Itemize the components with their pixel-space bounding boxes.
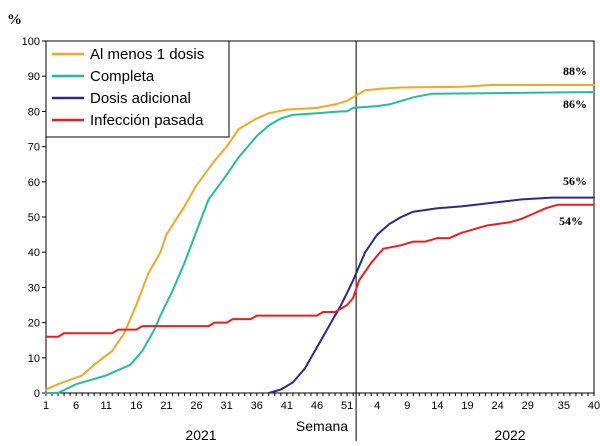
x-tick-label: 46: [311, 400, 323, 412]
y-tick-label: 90: [28, 71, 40, 83]
y-tick-label: 30: [28, 282, 40, 294]
legend-label: Completa: [90, 68, 155, 85]
x-tick-label: 51: [341, 400, 353, 412]
x-tick-label: 36: [251, 400, 263, 412]
end-value-label: 86%: [563, 97, 587, 111]
x-tick-label: 16: [130, 400, 142, 412]
legend-label: Dosis adicional: [90, 90, 191, 107]
series-line-3: [267, 196, 595, 394]
x-tick-label: 9: [404, 400, 410, 412]
x-tick-label: 4: [374, 400, 380, 412]
end-value-label: 88%: [563, 64, 587, 78]
series-line-4: [45, 203, 595, 338]
y-tick-label: 70: [28, 142, 40, 154]
y-tick-label: 60: [28, 177, 40, 189]
x-tick-label: 14: [431, 400, 443, 412]
year-label-2021: 2021: [185, 427, 216, 441]
legend-label: Infección pasada: [90, 112, 204, 129]
x-tick-label: 24: [492, 400, 504, 412]
x-tick-label: 21: [160, 400, 172, 412]
x-tick-label: 41: [281, 400, 293, 412]
x-tick-label: 19: [461, 400, 473, 412]
x-axis: 1 6 11 16 21 26 31 36 41 46 51 4 9 14 19 24 29 35 40: [43, 393, 600, 412]
y-tick-label: 50: [28, 212, 40, 224]
x-tick-label: 11: [101, 400, 112, 412]
y-tick-label: 40: [28, 247, 40, 259]
y-tick-label: 20: [28, 318, 40, 330]
legend-label: Al menos 1 dosis: [90, 46, 204, 63]
series-line-1: [45, 84, 595, 391]
x-tick-label: 40: [588, 400, 600, 412]
y-tick-label: 80: [28, 106, 40, 118]
x-tick-label: 29: [522, 400, 534, 412]
y-tick-label: 0: [34, 388, 40, 400]
unit-label: %: [7, 12, 22, 28]
x-axis-title: Semana: [296, 418, 348, 434]
y-tick-label: 10: [28, 353, 40, 365]
end-value-label: 56%: [563, 174, 587, 188]
y-tick-label: 100: [22, 36, 40, 48]
x-tick-label: 6: [73, 400, 79, 412]
series-line-2: [45, 91, 595, 394]
end-value-label: 54%: [559, 214, 583, 228]
legend: Al menos 1 dosis Completa Dosis adicional I…: [45, 40, 230, 138]
x-tick-label: 26: [190, 400, 202, 412]
series-layer: [45, 84, 595, 394]
end-labels: 88% 86% 56% 54%: [559, 64, 587, 228]
x-tick-label: 35: [558, 400, 570, 412]
year-label-2022: 2022: [494, 427, 525, 441]
x-tick-label: 1: [43, 400, 49, 412]
x-tick-label: 31: [221, 400, 233, 412]
y-axis: 0 10 20 30 40 50 60 70 80 90 100: [22, 36, 46, 400]
